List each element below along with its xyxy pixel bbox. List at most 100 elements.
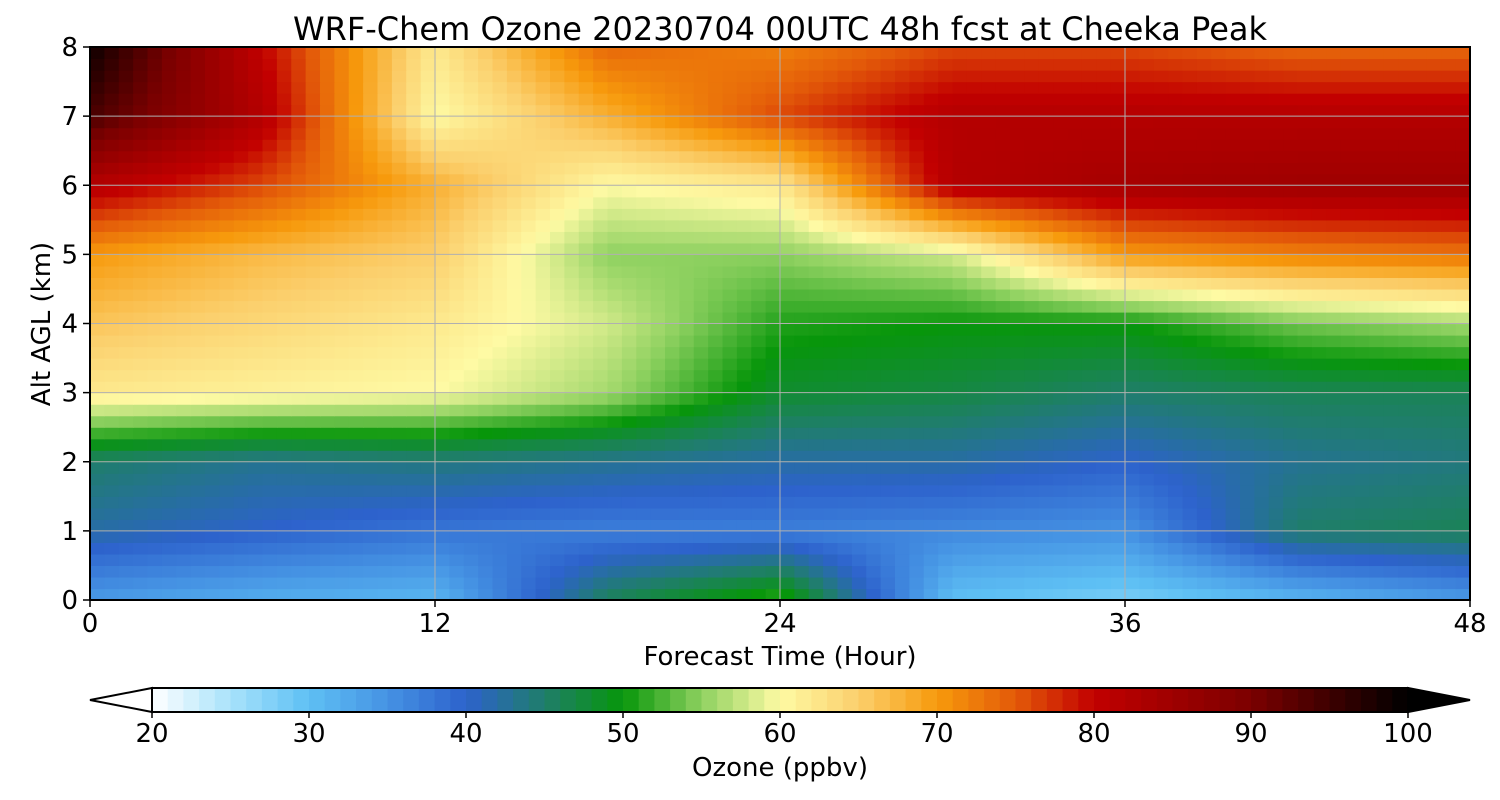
heat-cell: [305, 519, 321, 532]
heat-cell: [1412, 139, 1428, 152]
heat-cell: [837, 150, 853, 163]
heat-cell: [320, 162, 335, 175]
heat-cell: [463, 242, 479, 255]
heat-cell: [866, 93, 882, 106]
heat-cell: [233, 219, 249, 232]
heat-cell: [233, 404, 249, 417]
heat-cell: [1053, 507, 1069, 520]
heat-cell: [190, 242, 206, 255]
heat-cell: [765, 415, 781, 428]
heat-cell: [1268, 173, 1284, 186]
heat-cell: [1153, 565, 1169, 578]
heat-cell: [391, 553, 407, 567]
heat-cell: [636, 576, 652, 590]
heat-cell: [1326, 473, 1342, 486]
heat-cell: [708, 81, 724, 94]
heat-cell: [938, 116, 954, 129]
heat-cell: [276, 81, 292, 94]
heat-cell: [780, 565, 795, 578]
heat-cell: [1326, 81, 1342, 94]
heat-cell: [1383, 381, 1399, 394]
heat-cell: [1211, 173, 1227, 186]
heat-cell: [233, 427, 249, 440]
heat-cell: [1096, 473, 1112, 486]
heat-cell: [1283, 553, 1299, 567]
heat-cell: [291, 93, 307, 106]
x-axis-label: Forecast Time (Hour): [643, 642, 916, 672]
heat-cell: [478, 300, 494, 313]
heat-cell: [334, 265, 350, 279]
heat-cell: [1067, 530, 1083, 543]
heat-cell: [305, 496, 321, 509]
heat-cell: [1412, 450, 1428, 463]
heat-cell: [621, 519, 637, 532]
heat-cell: [1225, 588, 1241, 601]
heat-cell: [377, 404, 393, 417]
heat-cell: [1081, 565, 1097, 578]
heat-cell: [1125, 450, 1140, 463]
heat-cell: [1038, 242, 1054, 255]
heat-cell: [1053, 381, 1069, 394]
heat-cell: [147, 277, 163, 290]
heat-cell: [1096, 392, 1112, 405]
heat-cell: [1254, 358, 1270, 371]
heat-cell: [1024, 576, 1040, 590]
heat-cell: [1311, 323, 1327, 336]
heat-cell: [205, 542, 220, 555]
heat-cell: [449, 507, 465, 520]
heat-cell: [736, 496, 752, 509]
heat-cell: [751, 288, 767, 302]
heat-cell: [291, 196, 307, 209]
heat-cell: [607, 542, 623, 555]
heat-cell: [176, 565, 192, 578]
heat-cell: [1125, 415, 1140, 428]
heat-cell: [1240, 530, 1255, 543]
heat-cell: [593, 150, 609, 163]
heat-cell: [808, 542, 824, 555]
heat-cell: [578, 277, 594, 290]
heat-cell: [1326, 427, 1342, 440]
heat-cell: [262, 93, 278, 106]
heat-cell: [966, 496, 982, 509]
heat-cell: [1455, 150, 1471, 163]
heat-cell: [923, 404, 939, 417]
heat-cell: [1311, 254, 1327, 267]
heat-cell: [923, 346, 939, 359]
heat-cell: [621, 150, 637, 163]
heat-cell: [1340, 116, 1356, 129]
heat-cell: [607, 150, 623, 163]
heat-cell: [751, 438, 767, 451]
heat-cell: [909, 588, 925, 601]
heat-cell: [636, 116, 652, 129]
heat-cell: [1010, 311, 1025, 325]
heat-cell: [722, 323, 738, 336]
heat-cell: [693, 588, 709, 601]
heat-cell: [435, 588, 450, 601]
heat-cell: [1455, 542, 1471, 555]
heat-cell: [219, 496, 235, 509]
heat-cell: [1110, 81, 1126, 94]
heat-cell: [492, 369, 508, 382]
heat-cell: [708, 346, 724, 359]
heat-cell: [348, 588, 364, 601]
heat-cell: [1297, 254, 1313, 267]
heat-cell: [478, 254, 494, 267]
heat-cell: [133, 484, 149, 497]
heat-cell: [1254, 415, 1270, 428]
heat-cell: [736, 173, 752, 186]
heat-cell: [1038, 381, 1054, 394]
heat-cell: [291, 450, 307, 463]
heat-cell: [334, 576, 350, 590]
heat-cell: [435, 300, 450, 313]
heat-cell: [808, 139, 824, 152]
colorbar-segment: [984, 688, 1001, 712]
x-axis: 0 12 24 36 48: [82, 600, 1487, 639]
heat-cell: [751, 162, 767, 175]
heat-cell: [708, 185, 724, 198]
heat-cell: [1096, 450, 1112, 463]
heat-cell: [205, 173, 220, 186]
heat-cell: [665, 530, 680, 543]
heat-cell: [492, 231, 508, 244]
heat-cell: [650, 139, 666, 152]
